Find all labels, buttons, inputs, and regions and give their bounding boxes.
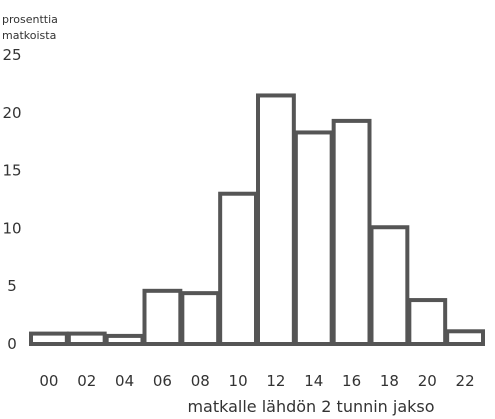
x-tick-label: 16	[342, 372, 361, 390]
histogram-bar	[445, 329, 485, 346]
histogram-bar	[256, 93, 296, 346]
y-tick-label: 5	[7, 277, 17, 295]
y-tick-label: 20	[2, 104, 21, 122]
x-tick-label: 12	[266, 372, 285, 390]
x-tick-label: 08	[191, 372, 210, 390]
histogram-bar	[407, 298, 448, 346]
x-tick-label: 22	[456, 372, 475, 390]
y-tick-label: 10	[2, 219, 21, 237]
y-tick-label: 15	[2, 162, 21, 180]
x-tick-label: 10	[229, 372, 248, 390]
x-tick-label: 14	[304, 372, 323, 390]
x-tick-label: 18	[380, 372, 399, 390]
x-tick-label: 20	[418, 372, 437, 390]
x-tick-label: 00	[39, 372, 58, 390]
y-axis-title-line-1: prosenttia	[2, 13, 58, 26]
histogram-bar	[142, 288, 183, 347]
x-axis-title: matkalle lähdön 2 tunnin jakso	[187, 397, 434, 416]
histogram-bar	[331, 118, 372, 346]
x-tick-label: 04	[115, 372, 134, 390]
x-tick-label: 02	[77, 372, 96, 390]
y-axis-title-line-2: matkoista	[2, 29, 56, 42]
x-tick-label: 06	[153, 372, 172, 390]
histogram-bar	[369, 225, 410, 346]
histogram-bar	[218, 191, 259, 346]
histogram-bar	[29, 331, 69, 347]
histogram-bar	[293, 130, 334, 346]
histogram-bar	[66, 331, 107, 347]
labels-layer: prosenttia matkoista matkalle lähdön 2 t…	[2, 13, 475, 416]
histogram-bar	[104, 333, 145, 346]
y-tick-label: 0	[7, 335, 17, 353]
histogram-bar	[180, 291, 221, 346]
bars-layer	[29, 93, 485, 347]
y-tick-label: 25	[2, 46, 21, 64]
